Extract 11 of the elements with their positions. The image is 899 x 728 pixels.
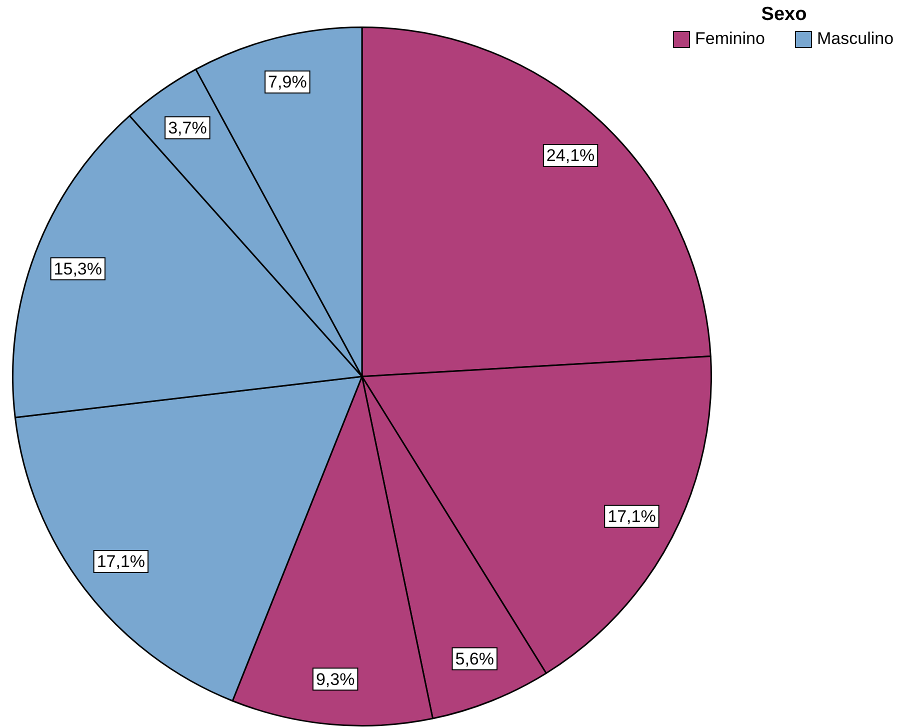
data-label: 5,6% xyxy=(455,649,494,668)
data-label: 17,1% xyxy=(608,507,656,526)
data-label: 9,3% xyxy=(316,670,355,689)
data-label: 3,7% xyxy=(168,118,207,138)
data-label: 24,1% xyxy=(546,146,595,166)
text: Masculino xyxy=(817,29,894,49)
data-label: 7,9% xyxy=(268,72,307,92)
legend-title: Sexo xyxy=(760,4,808,26)
data-label: 15,3% xyxy=(54,259,102,278)
data-label: 17,1% xyxy=(96,552,146,572)
text: Feminino xyxy=(695,29,765,49)
